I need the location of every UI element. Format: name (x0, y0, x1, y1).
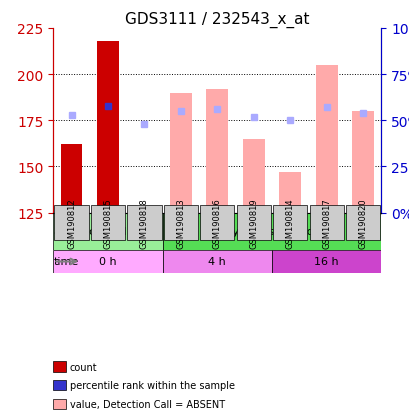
FancyBboxPatch shape (127, 205, 161, 241)
FancyBboxPatch shape (271, 250, 380, 274)
Title: GDS3111 / 232543_x_at: GDS3111 / 232543_x_at (125, 12, 309, 28)
Text: GSM190817: GSM190817 (321, 198, 330, 248)
FancyBboxPatch shape (272, 205, 307, 241)
FancyBboxPatch shape (53, 213, 162, 250)
Bar (133, 208, 155, 213)
Text: 4 h: 4 h (208, 257, 226, 267)
Text: agent: agent (54, 227, 86, 237)
Text: GSM190819: GSM190819 (249, 198, 258, 248)
FancyBboxPatch shape (163, 205, 198, 241)
Bar (97, 42, 119, 213)
Text: GSM190820: GSM190820 (358, 198, 367, 248)
FancyBboxPatch shape (53, 250, 162, 274)
FancyBboxPatch shape (162, 250, 271, 274)
Bar (279, 173, 300, 213)
Text: percentile rank within the sample: percentile rank within the sample (70, 380, 234, 390)
Text: GSM190818: GSM190818 (139, 198, 148, 248)
Text: count: count (70, 362, 97, 372)
Text: GSM190816: GSM190816 (212, 198, 221, 248)
Text: GSM190815: GSM190815 (103, 198, 112, 248)
Text: control: control (88, 227, 127, 237)
FancyBboxPatch shape (309, 205, 343, 241)
Bar (242, 140, 264, 213)
Bar (351, 112, 373, 213)
FancyBboxPatch shape (91, 205, 125, 241)
FancyBboxPatch shape (162, 213, 380, 250)
Text: GSM190813: GSM190813 (176, 198, 185, 248)
Text: GSM190814: GSM190814 (285, 198, 294, 248)
FancyBboxPatch shape (345, 205, 379, 241)
Text: value, Detection Call = ABSENT: value, Detection Call = ABSENT (70, 399, 224, 409)
Bar (315, 66, 337, 213)
Text: 0 h: 0 h (99, 257, 117, 267)
FancyBboxPatch shape (200, 205, 234, 241)
FancyBboxPatch shape (236, 205, 270, 241)
Bar (169, 93, 191, 213)
Text: 16 h: 16 h (314, 257, 338, 267)
Text: GSM190812: GSM190812 (67, 198, 76, 248)
Bar (206, 90, 228, 213)
Bar (61, 145, 82, 213)
FancyBboxPatch shape (54, 205, 88, 241)
Text: dihydrotestosterone: dihydrotestosterone (215, 227, 328, 237)
Text: time: time (54, 257, 79, 267)
